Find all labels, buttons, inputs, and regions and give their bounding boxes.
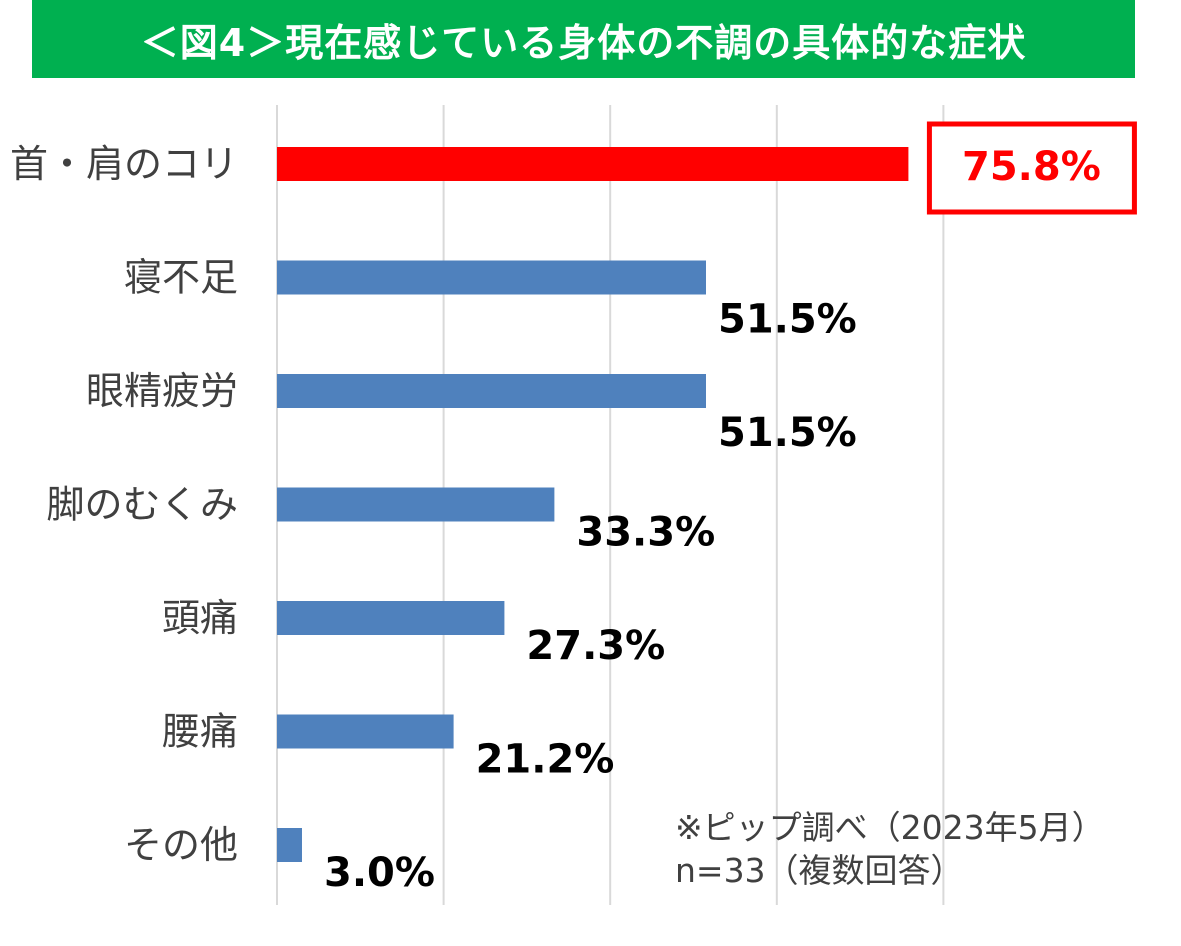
value-label: 75.8% (962, 144, 1101, 190)
category-label: 頭痛 (162, 596, 238, 640)
value-label: 3.0% (324, 850, 435, 896)
value-labels: 75.8% 51.5% 51.5% 33.3% 27.3% 21.2% 3.0% (324, 121, 1137, 896)
title-banner: ＜図4＞現在感じている身体の不調の具体的な症状 (32, 0, 1135, 78)
chart-title: ＜図4＞現在感じている身体の不調の具体的な症状 (140, 20, 1027, 65)
value-label: 27.3% (526, 623, 665, 669)
value-label: 51.5% (718, 297, 857, 343)
highlight-box (926, 121, 1137, 215)
bar (277, 714, 454, 749)
bars (277, 147, 909, 862)
bar (277, 260, 706, 295)
bar (277, 828, 302, 862)
source-note: ※ピップ調べ（2023年5月） n=33（複数回答） (675, 806, 1105, 892)
category-label: 首・肩のコリ (10, 142, 238, 186)
category-label: 腰痛 (162, 710, 238, 754)
source-note-line1: ※ピップ調べ（2023年5月） (675, 808, 1105, 847)
category-label: その他 (124, 823, 238, 867)
source-note-line2: n=33（複数回答） (675, 851, 964, 890)
value-label: 51.5% (718, 410, 857, 456)
category-label: 眼精疲労 (86, 369, 238, 413)
bar (277, 374, 706, 408)
category-label: 脚のむくみ (46, 483, 238, 527)
category-label: 寝不足 (124, 256, 238, 300)
bar (277, 601, 505, 635)
value-label: 33.3% (576, 510, 715, 556)
bar (277, 147, 909, 181)
bar (277, 487, 555, 522)
value-label: 21.2% (476, 737, 615, 783)
